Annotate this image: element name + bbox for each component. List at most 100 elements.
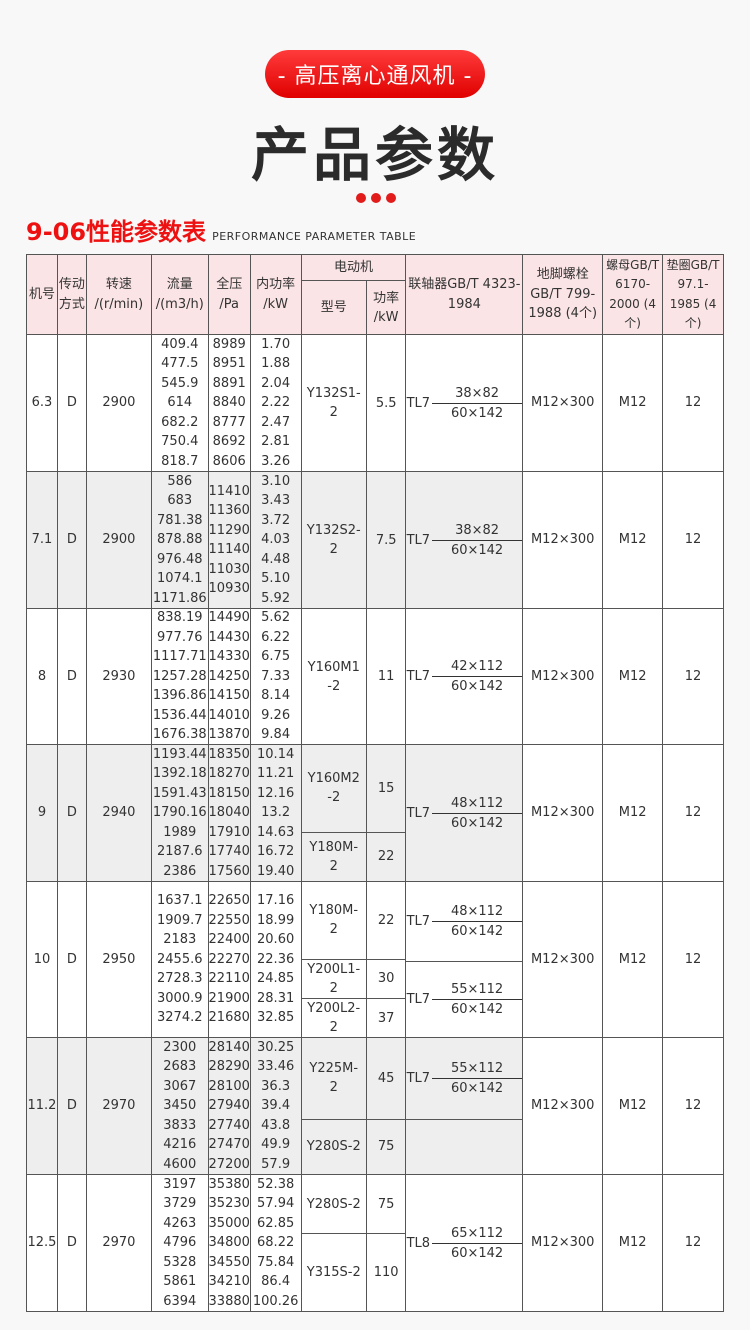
table-row: 12.5 D 2970 3197 3729 4263 4796 5328 5861 6394 353… bbox=[27, 1174, 723, 1311]
flow-value: 1193.44 bbox=[152, 746, 207, 762]
pressure-cell: 22650 22550 22400 22270 22110 21900 21680 bbox=[207, 882, 250, 1037]
flow-cell: 1193.44 1392.18 1591.43 1790.16 1989 2187.6 23… bbox=[150, 745, 208, 881]
motor-list: Y132S2-2 7.5 bbox=[302, 472, 406, 608]
flow-value: 2386 bbox=[163, 863, 197, 879]
flow-value: 2183 bbox=[163, 932, 197, 948]
power-value: 5.92 bbox=[261, 590, 291, 606]
coupling-numerator: 38×82 bbox=[432, 521, 523, 541]
power-value: 5.62 bbox=[261, 610, 291, 626]
flow-value: 818.7 bbox=[161, 453, 199, 469]
motor-model: Y160M2-2 bbox=[307, 771, 360, 806]
motor-power: 30 bbox=[365, 959, 406, 998]
motor-cell: Y180M-2 22 Y200L1-2 30 Y200L2-2 37 bbox=[300, 882, 406, 1037]
power-cell: 52.38 57.94 62.85 68.22 75.84 86.4 100.26 bbox=[249, 1175, 301, 1311]
motor-power: 5.5 bbox=[365, 335, 406, 471]
flow-value: 1396.86 bbox=[152, 688, 207, 704]
coupling-row: TL7 55×112 60×142 bbox=[406, 960, 523, 1037]
motor-list: Y180M-2 22 Y200L1-2 30 Y200L2-2 37 bbox=[301, 882, 406, 1037]
pressure-value: 14150 bbox=[208, 688, 250, 704]
header-power: 内功率 /kW bbox=[249, 255, 301, 334]
coupling-spec: TL7 55×112 60×142 bbox=[406, 1059, 523, 1098]
power-value: 8.14 bbox=[261, 688, 291, 704]
flow-cell: 2300 2683 3067 3450 3833 4216 4600 bbox=[150, 1038, 208, 1174]
power-value: 57.94 bbox=[257, 1196, 295, 1212]
coupling-spec: TL7 38×82 60×142 bbox=[407, 521, 523, 560]
coupling-spec: TL8 65×112 60×142 bbox=[406, 1224, 523, 1263]
coupling-cell: TL7 38×82 60×142 bbox=[405, 472, 523, 608]
power-value: 17.16 bbox=[257, 893, 295, 909]
motor-model: Y132S1-2 bbox=[306, 386, 361, 420]
speed-cell: 2900 bbox=[85, 472, 151, 608]
power-value: 18.99 bbox=[257, 912, 295, 928]
flow-value: 838.19 bbox=[157, 610, 203, 626]
pressure-value: 11030 bbox=[208, 561, 250, 577]
motor-row: Y225M-2 45 bbox=[302, 1038, 406, 1119]
coupling-cell: TL7 42×112 60×142 bbox=[405, 609, 523, 744]
model-no-cell: 11.2 bbox=[27, 1098, 57, 1114]
power-value: 10.14 bbox=[257, 746, 295, 762]
pressure-value: 18150 bbox=[208, 785, 250, 801]
motor-row: Y132S1-2 5.5 bbox=[302, 335, 406, 471]
drive-cell: D bbox=[56, 335, 86, 471]
coupling-cell: TL7 48×112 60×142 bbox=[405, 745, 523, 881]
coupling-spec: TL7 42×112 60×142 bbox=[407, 657, 523, 696]
motor-model: Y160M1-2 bbox=[307, 659, 360, 694]
speed-cell: 2900 bbox=[85, 335, 151, 471]
nut-cell: M12 bbox=[602, 1038, 663, 1174]
pressure-value: 33880 bbox=[208, 1293, 250, 1309]
power-value: 36.3 bbox=[261, 1078, 291, 1094]
motor-power: 11 bbox=[365, 609, 406, 744]
motor-model: Y132S2-2 bbox=[306, 523, 361, 557]
pressure-value: 35230 bbox=[208, 1196, 250, 1212]
flow-value: 1790.16 bbox=[152, 805, 207, 821]
header-bolt: 地脚螺栓 GB/T 799-1988 (4个) bbox=[522, 255, 602, 334]
drive-cell: D bbox=[56, 882, 86, 1037]
coupling-fraction: 65×112 60×142 bbox=[432, 1224, 523, 1263]
nut-cell: M12 bbox=[602, 1175, 663, 1311]
motor-row: Y180M-2 22 bbox=[302, 882, 406, 959]
pressure-cell: 11410 11360 11290 11140 11030 10930 bbox=[207, 472, 250, 608]
speed-cell: 2970 bbox=[85, 1038, 151, 1174]
header-coupling: 联轴器GB/T 4323-1984 bbox=[405, 255, 522, 334]
coupling-numerator: 48×112 bbox=[432, 902, 523, 922]
table-row: 9 D 2940 1193.44 1392.18 1591.43 1790.16 1989 21… bbox=[27, 744, 723, 881]
performance-table: 机号 传动方式 转速 /(r/min) 流量 /(m3/h) 全压 /Pa 内功… bbox=[26, 254, 724, 1312]
flow-value: 4796 bbox=[163, 1235, 197, 1251]
model-no-cell: 10 bbox=[33, 951, 51, 967]
flow-value: 5328 bbox=[163, 1254, 197, 1270]
flow-value: 1536.44 bbox=[152, 707, 207, 723]
flow-value: 5861 bbox=[163, 1274, 197, 1290]
model-no-cell: 8 bbox=[37, 668, 47, 684]
flow-value: 2300 bbox=[163, 1039, 197, 1055]
pressure-value: 35000 bbox=[208, 1215, 250, 1231]
pressure-value: 18040 bbox=[208, 805, 250, 821]
motor-power: 75 bbox=[365, 1119, 406, 1174]
flow-cell: 586 683 781.38 878.88 976.48 1074.1 1171.86 bbox=[150, 472, 208, 608]
pressure-value: 8777 bbox=[212, 414, 246, 430]
power-value: 75.84 bbox=[257, 1254, 295, 1270]
coupling-spec: TL7 48×112 60×142 bbox=[407, 902, 523, 941]
coupling-type: TL8 bbox=[406, 1235, 431, 1251]
pressure-value: 28290 bbox=[208, 1059, 250, 1075]
motor-row: Y160M2-2 15 bbox=[302, 745, 406, 832]
speed-cell: 2950 bbox=[85, 882, 151, 1037]
power-value: 52.38 bbox=[257, 1176, 295, 1192]
coupling-row: TL7 42×112 60×142 bbox=[406, 609, 523, 744]
pressure-value: 11290 bbox=[208, 522, 250, 538]
bolt-cell: M12×300 bbox=[522, 882, 603, 1037]
motor-row: Y280S-2 75 bbox=[302, 1175, 406, 1234]
motor-model: Y280S-2 bbox=[306, 1196, 361, 1212]
flow-cell: 3197 3729 4263 4796 5328 5861 6394 bbox=[150, 1175, 208, 1311]
coupling-list: TL8 65×112 60×142 bbox=[406, 1175, 523, 1311]
power-cell: 3.10 3.43 3.72 4.03 4.48 5.10 5.92 bbox=[249, 472, 301, 608]
motor-power: 37 bbox=[365, 999, 406, 1037]
flow-value: 3197 bbox=[163, 1176, 197, 1192]
coupling-type: TL7 bbox=[406, 1070, 431, 1086]
pressure-value: 22110 bbox=[208, 971, 250, 987]
power-value: 7.33 bbox=[261, 668, 291, 684]
pressure-value: 34210 bbox=[208, 1274, 250, 1290]
coupling-numerator: 42×112 bbox=[432, 657, 523, 677]
power-value: 3.72 bbox=[261, 512, 291, 528]
pressure-cell: 8989 8951 8891 8840 8777 8692 8606 bbox=[207, 335, 250, 471]
pressure-value: 18270 bbox=[208, 766, 250, 782]
